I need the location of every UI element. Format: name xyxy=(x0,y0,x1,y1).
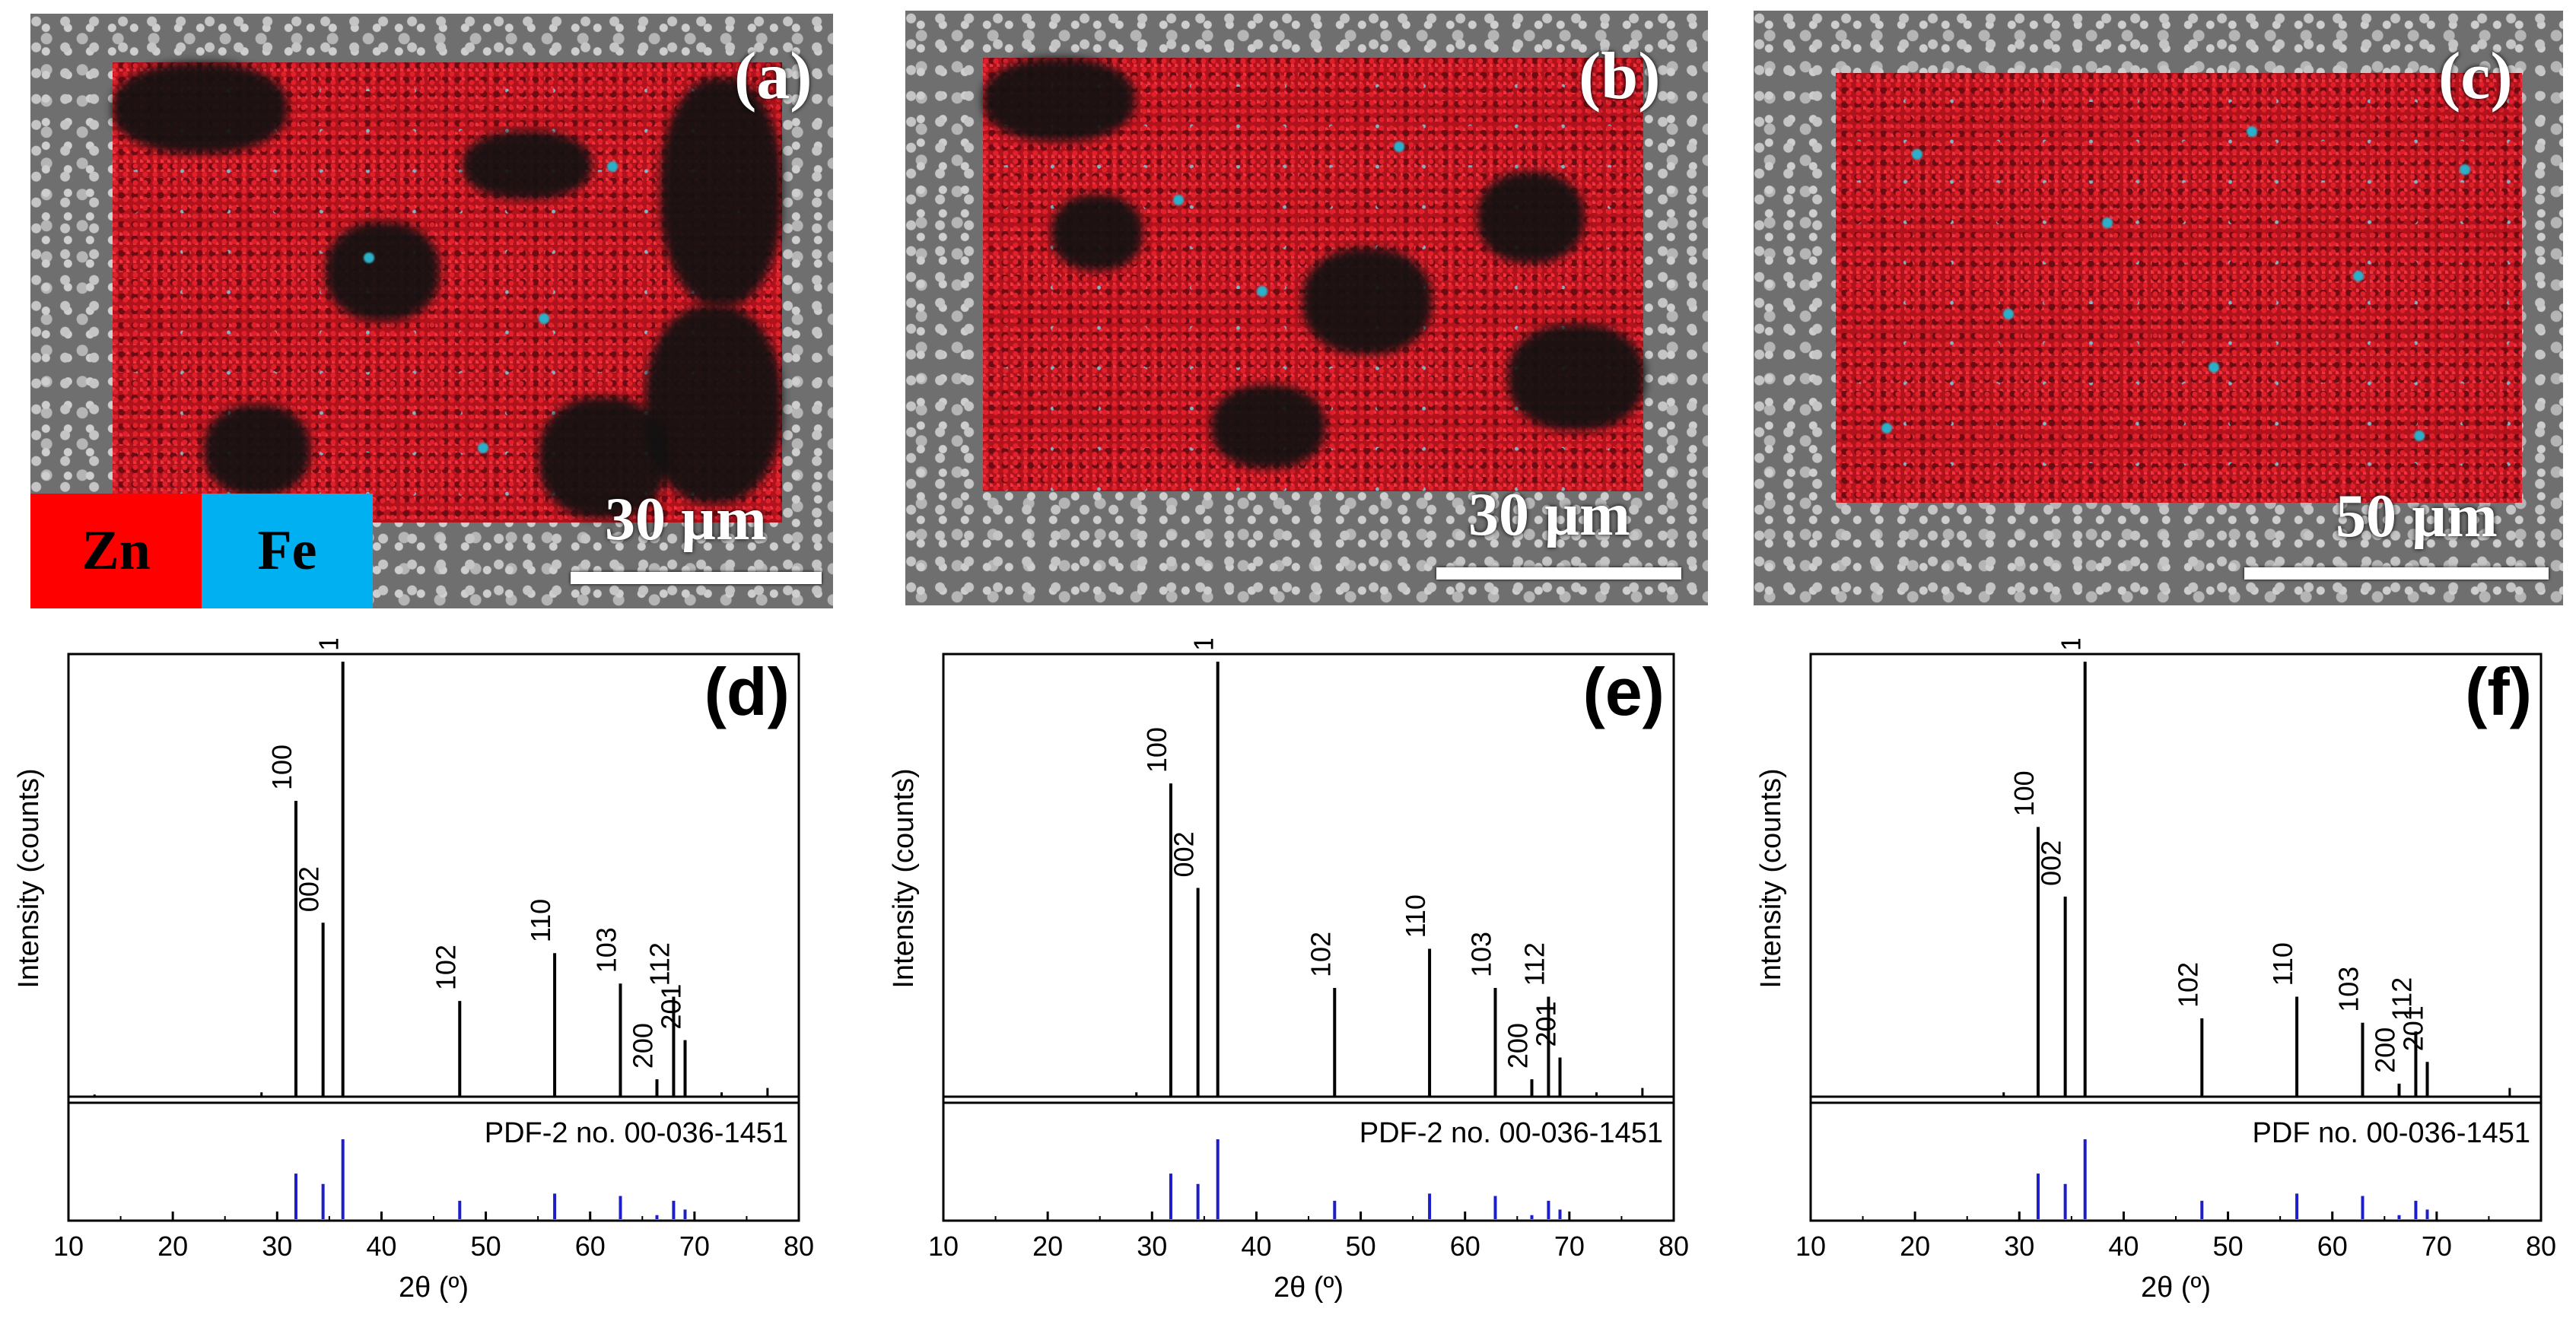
peak-label-200: 200 xyxy=(2369,1027,2400,1073)
peak-label-201: 201 xyxy=(656,984,687,1030)
peak-label-110: 110 xyxy=(525,899,556,942)
x-tick-label: 40 xyxy=(1241,1231,1271,1262)
peak-label-002: 002 xyxy=(1169,831,1200,877)
x-tick-label: 20 xyxy=(1032,1231,1063,1262)
xrd-chart-e: 100 002 101 102 110 103 200 112 201 PDF-2 no. 00-… xyxy=(888,639,1689,1304)
peak-label-112: 112 xyxy=(2386,977,2417,1021)
reference-label: PDF no. 00-036-1451 xyxy=(2253,1117,2530,1149)
peak-label-101: 101 xyxy=(1188,639,1220,651)
peak-label-112: 112 xyxy=(644,942,675,986)
x-tick-label: 50 xyxy=(471,1231,501,1262)
x-tick-label: 50 xyxy=(2213,1231,2244,1262)
x-tick-label: 70 xyxy=(2422,1231,2452,1262)
x-tick-label: 60 xyxy=(2317,1231,2348,1262)
scalebar-label-c: 50 µm xyxy=(2336,483,2498,550)
peak-label-110: 110 xyxy=(2267,942,2298,986)
peak-label-101: 101 xyxy=(2056,639,2087,651)
scalebar-b xyxy=(1436,567,1681,580)
x-axis-label: 2θ (º) xyxy=(1274,1272,1344,1304)
x-tick-label: 30 xyxy=(262,1231,292,1262)
x-tick-label: 30 xyxy=(2004,1231,2034,1262)
map-overlay-b xyxy=(983,58,1645,491)
peak-label-102: 102 xyxy=(430,945,461,990)
x-tick-label: 40 xyxy=(366,1231,396,1262)
x-tick-label: 70 xyxy=(1554,1231,1585,1262)
peak-label-200: 200 xyxy=(627,1023,658,1069)
legend-zn: Zn xyxy=(30,494,202,608)
y-axis-label: Intensity (counts) xyxy=(13,768,45,988)
scalebar-label-b: 30 µm xyxy=(1468,481,1630,548)
panel-label: (d) xyxy=(704,654,790,729)
map-overlay-a xyxy=(113,62,782,522)
x-tick-label: 10 xyxy=(928,1231,959,1262)
peak-label-100: 100 xyxy=(2008,770,2040,816)
x-tick-label: 10 xyxy=(53,1231,84,1262)
x-tick-label: 50 xyxy=(1346,1231,1376,1262)
peak-label-200: 200 xyxy=(1502,1023,1533,1069)
x-tick-label: 10 xyxy=(1795,1231,1826,1262)
peak-label-110: 110 xyxy=(1400,894,1431,938)
panel-label: (f) xyxy=(2465,654,2532,729)
peak-label-201: 201 xyxy=(2398,1005,2429,1051)
peak-label-103: 103 xyxy=(590,927,622,973)
peak-label-002: 002 xyxy=(2036,840,2067,886)
map-overlay-c xyxy=(1836,73,2522,503)
x-tick-label: 30 xyxy=(1137,1231,1167,1262)
y-axis-label: Intensity (counts) xyxy=(1755,768,1787,988)
edx-map-c: (c) 50 µm xyxy=(1754,11,2563,605)
peak-label-100: 100 xyxy=(266,745,297,790)
x-tick-label: 80 xyxy=(2526,1231,2556,1262)
edx-map-b: (b) 30 µm xyxy=(905,11,1708,605)
x-tick-label: 80 xyxy=(1658,1231,1689,1262)
peak-label-100: 100 xyxy=(1141,727,1172,773)
x-tick-label: 60 xyxy=(575,1231,606,1262)
reference-label: PDF-2 no. 00-036-1451 xyxy=(485,1117,788,1149)
peak-label-112: 112 xyxy=(1519,942,1550,986)
scalebar-c xyxy=(2244,567,2549,580)
scalebar-label-a: 30 µm xyxy=(605,486,767,553)
scalebar-a xyxy=(571,572,822,584)
peak-label-002: 002 xyxy=(294,866,325,912)
x-axis-label: 2θ (º) xyxy=(399,1272,469,1304)
peak-label-201: 201 xyxy=(1531,1001,1562,1046)
peak-label-103: 103 xyxy=(1465,932,1496,977)
panel-label-c: (c) xyxy=(2438,40,2513,113)
x-tick-label: 40 xyxy=(2108,1231,2139,1262)
panel-label-b: (b) xyxy=(1579,40,1661,113)
reference-label: PDF-2 no. 00-036-1451 xyxy=(1360,1117,1663,1149)
panel-label-a: (a) xyxy=(734,40,813,113)
x-tick-label: 20 xyxy=(1900,1231,1930,1262)
x-axis-label: 2θ (º) xyxy=(2141,1272,2211,1304)
peak-label-103: 103 xyxy=(2333,967,2364,1012)
x-tick-label: 60 xyxy=(1450,1231,1480,1262)
peak-label-102: 102 xyxy=(1305,932,1336,977)
edx-map-a: (a) Zn Fe 30 µm xyxy=(30,14,833,608)
x-tick-label: 70 xyxy=(679,1231,710,1262)
legend-fe: Fe xyxy=(202,494,373,608)
x-tick-label: 20 xyxy=(157,1231,188,1262)
x-tick-label: 80 xyxy=(784,1231,814,1262)
peak-label-102: 102 xyxy=(2172,962,2203,1008)
y-axis-label: Intensity (counts) xyxy=(888,768,920,988)
panel-label: (e) xyxy=(1582,654,1665,729)
peak-label-101: 101 xyxy=(313,639,345,651)
